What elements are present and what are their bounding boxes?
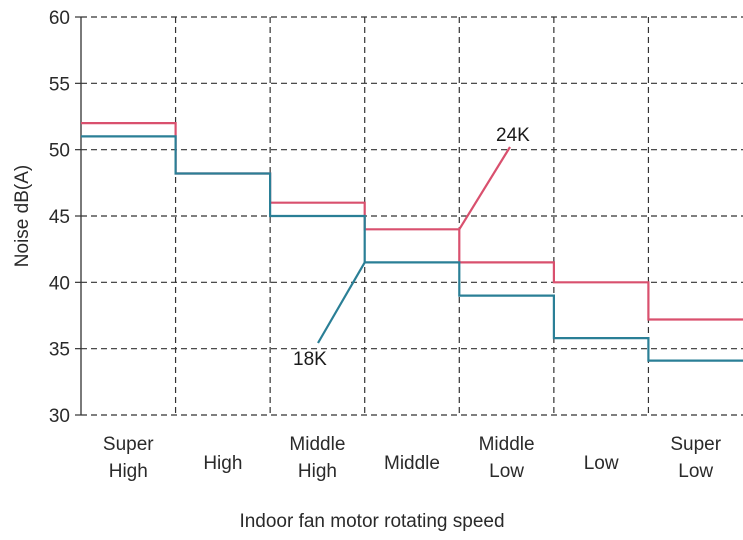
x-category-label: Middle High bbox=[289, 434, 345, 482]
series-lines bbox=[81, 122, 743, 362]
x-category-label: Middle bbox=[384, 453, 440, 474]
annotation-leader-24k bbox=[458, 146, 511, 230]
y-tick-label: 50 bbox=[49, 141, 70, 162]
series-line-24k bbox=[81, 122, 743, 321]
y-tick-label: 30 bbox=[49, 406, 70, 427]
x-category-label: High bbox=[203, 453, 242, 474]
axes bbox=[75, 16, 743, 416]
x-category-label: Middle Low bbox=[479, 434, 535, 482]
x-category-labels: Super High High Middle High Middle Middle Low Lo… bbox=[103, 434, 722, 482]
annotations: 24K 18K bbox=[293, 125, 530, 370]
y-tick-labels: 30 35 40 45 50 55 60 bbox=[49, 8, 70, 427]
x-category-label: Low bbox=[584, 453, 619, 474]
y-tick-label: 35 bbox=[49, 340, 70, 361]
y-tick-label: 60 bbox=[49, 8, 70, 29]
y-tick-label: 55 bbox=[49, 74, 70, 95]
y-tick-label: 40 bbox=[49, 273, 70, 294]
annotation-label-24k: 24K bbox=[496, 125, 530, 146]
x-category-label: Super High bbox=[103, 434, 154, 482]
x-axis-title: Indoor fan motor rotating speed bbox=[239, 511, 504, 532]
grid bbox=[81, 16, 743, 415]
y-axis-title: Noise dB(A) bbox=[12, 165, 33, 267]
y-tick-label: 45 bbox=[49, 207, 70, 228]
annotation-leader-18k bbox=[317, 261, 366, 344]
annotation-label-18k: 18K bbox=[293, 349, 327, 370]
series-line-18k bbox=[81, 135, 743, 362]
x-category-label: Super Low bbox=[670, 434, 721, 482]
